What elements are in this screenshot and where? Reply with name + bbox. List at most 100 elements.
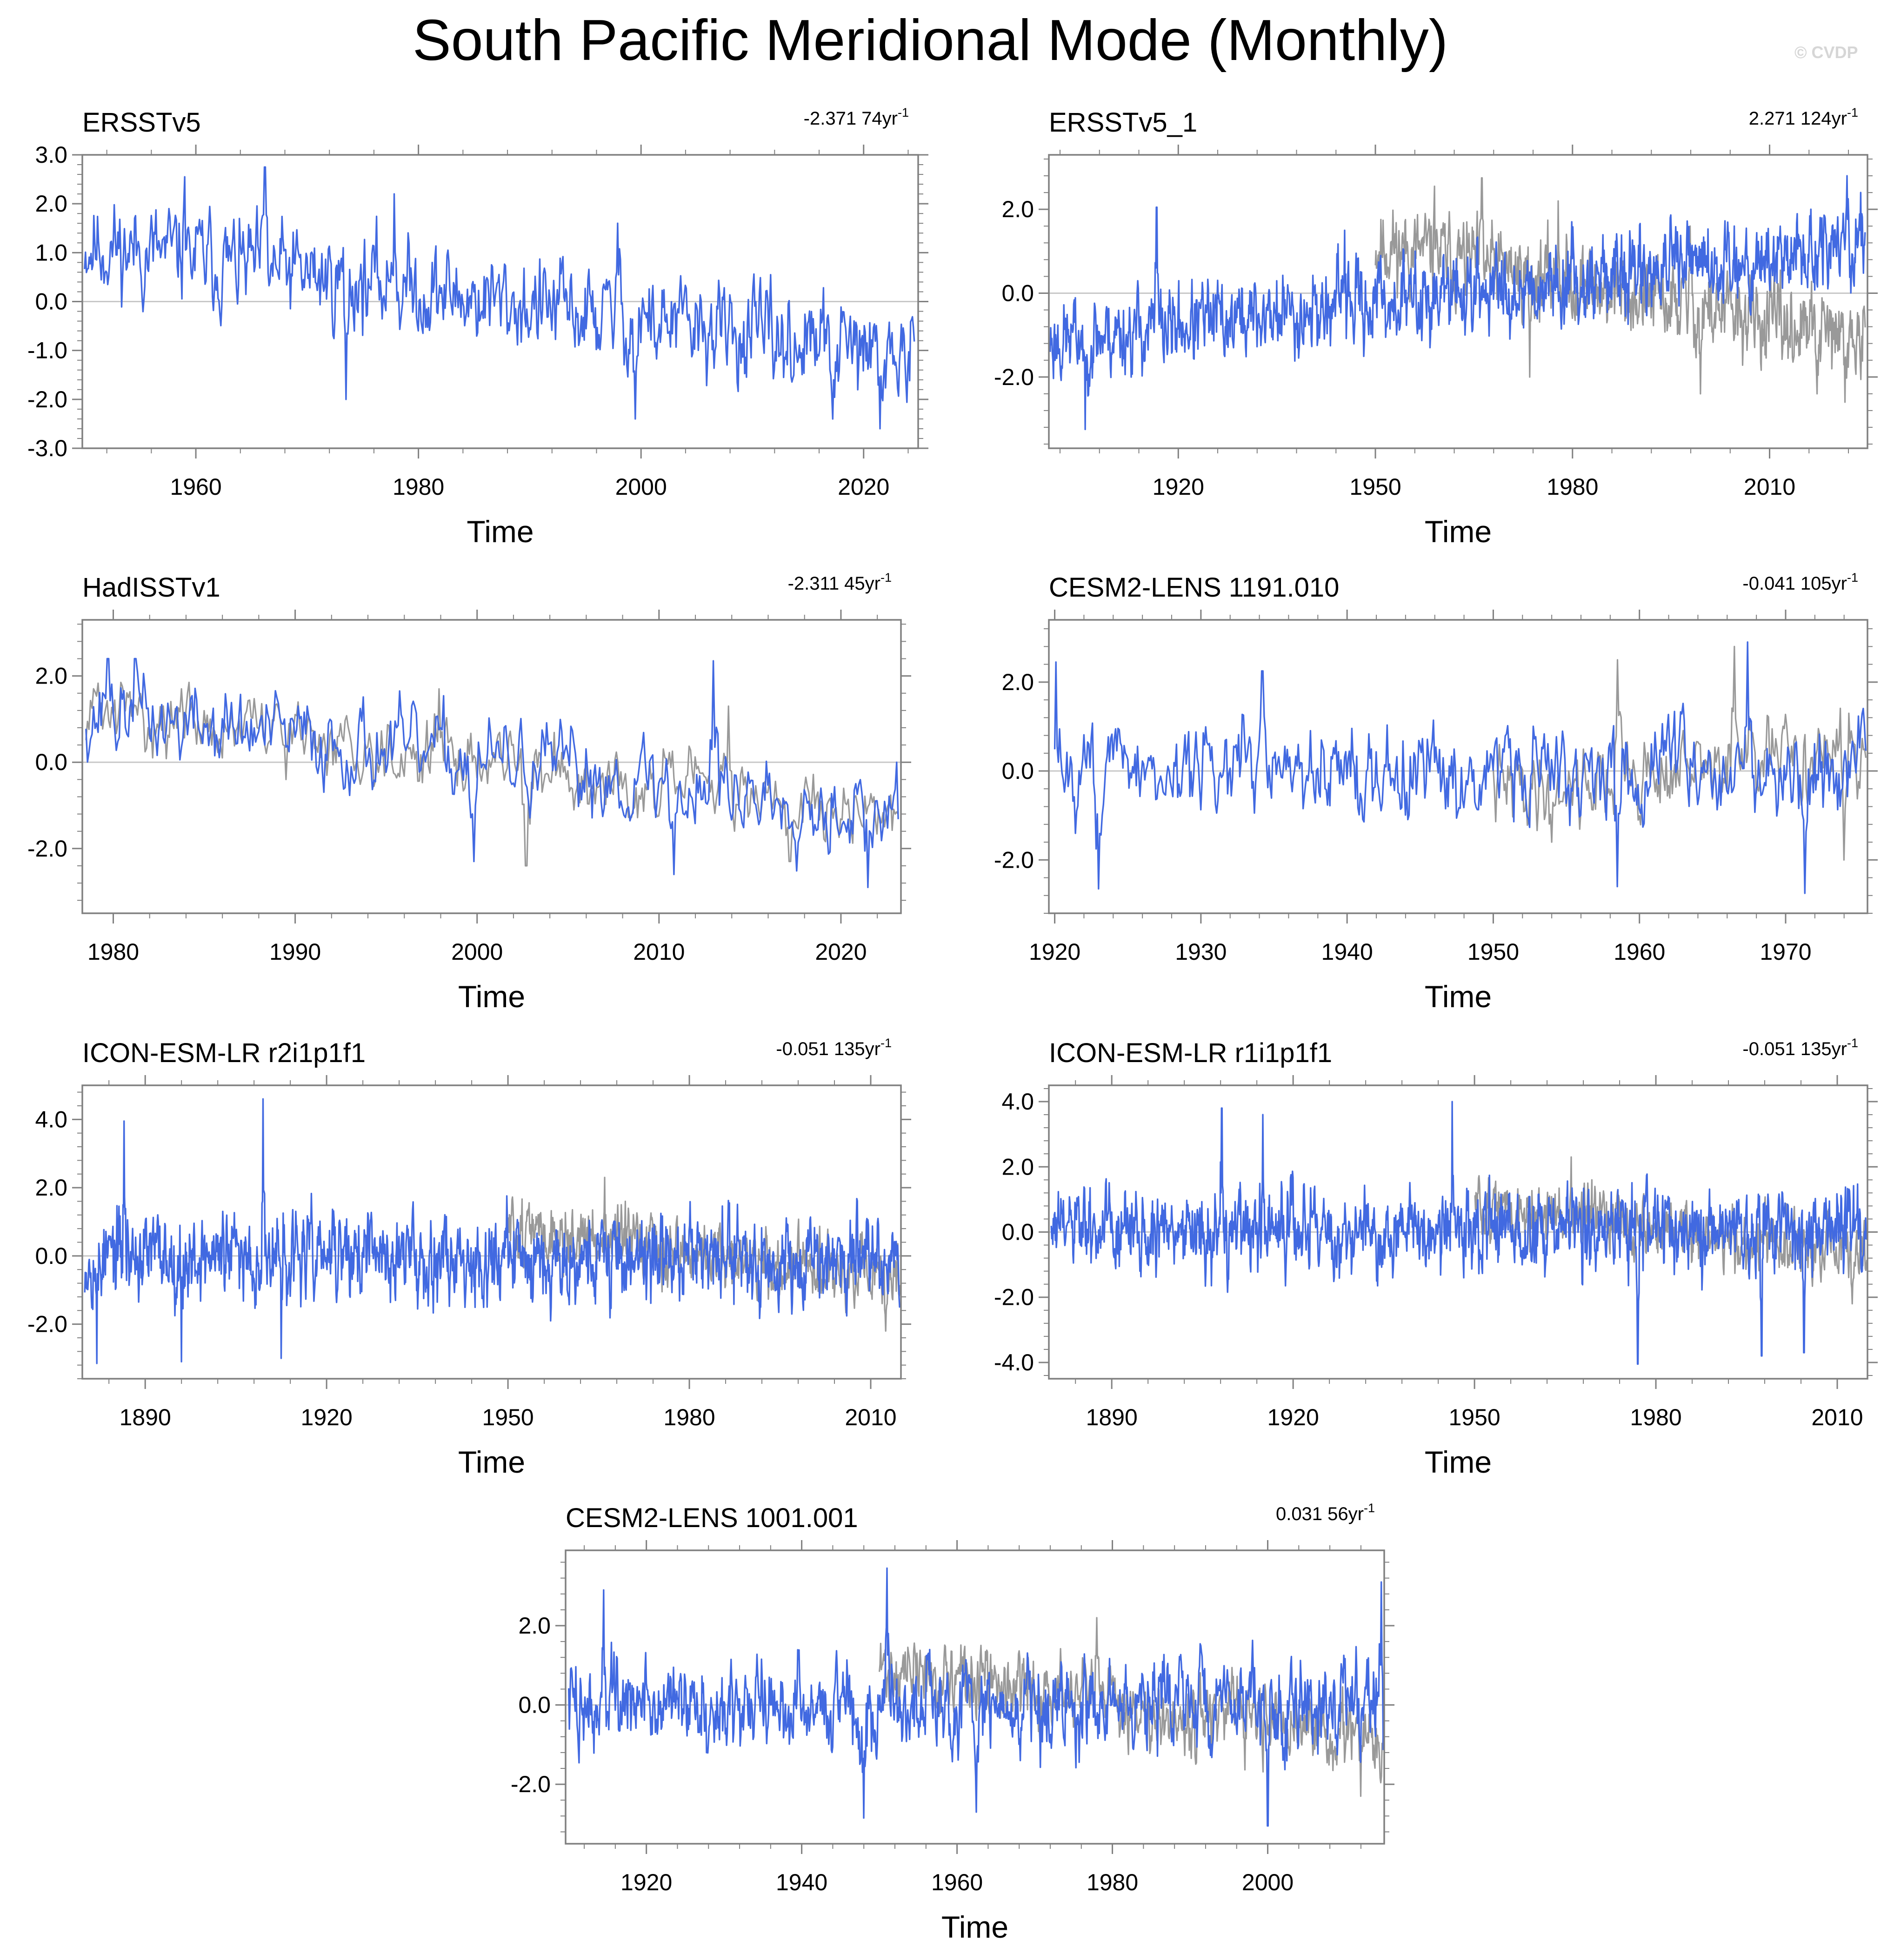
x-tick-label: 1930: [1175, 939, 1227, 965]
x-tick-label: 1960: [931, 1869, 983, 1895]
y-tick-label: -2.0: [27, 1311, 67, 1337]
x-tick-label: 1950: [1467, 939, 1519, 965]
y-tick-label: 2.0: [35, 1175, 67, 1201]
x-tick-label: 1920: [301, 1404, 353, 1430]
trend-exponent: -1: [880, 1036, 892, 1050]
model-series-line: [84, 1098, 901, 1364]
panel-1: -3.0 -2.0 -1.0 0.0 1.0 2.0 3.0 1960 1980 2000 2020…: [27, 106, 928, 549]
panel-title: CESM2-LENS 1191.010: [1049, 572, 1339, 603]
panel-3: -2.0 0.0 2.0 1980 1990 2000 2010 2020 HadISSTv1 -…: [27, 571, 911, 1014]
y-tick-label: 4.0: [35, 1106, 67, 1132]
y-tick-label: -2.0: [27, 386, 67, 412]
x-tick-label: 1890: [120, 1404, 171, 1430]
x-axis-label: Time: [1425, 979, 1492, 1014]
credit-watermark: © CVDP: [1794, 43, 1858, 62]
y-tick-label: -2.0: [511, 1771, 551, 1797]
y-tick-label: 0.0: [35, 289, 67, 315]
figure-title: South Pacific Meridional Mode (Monthly): [412, 8, 1448, 73]
observed-series-line: [1492, 645, 1867, 861]
x-tick-label: 2010: [1811, 1404, 1863, 1430]
panel-6: -4.0 -2.0 0.0 2.0 4.0 1890 1920 1950 1980 2010 ICO…: [994, 1036, 1878, 1479]
trend-annotation: -2.311 45yr-1: [788, 571, 892, 594]
x-tick-label: 1940: [776, 1869, 827, 1895]
x-tick-label: 1990: [269, 939, 321, 965]
panel-title: CESM2-LENS 1001.001: [566, 1503, 858, 1533]
trend-annotation: -2.371 74yr-1: [804, 106, 909, 129]
panel-2: -2.0 0.0 2.0 1920 1950 1980 2010 ERSSTv5_1 2.271…: [994, 106, 1878, 549]
trend-annotation: -0.051 135yr-1: [776, 1036, 892, 1059]
x-tick-label: 1980: [87, 939, 139, 965]
y-tick-label: -2.0: [994, 364, 1034, 390]
x-axis-label: Time: [467, 514, 534, 549]
trend-exponent: -1: [1847, 1036, 1858, 1050]
model-series-line: [1049, 175, 1866, 431]
y-tick-label: 0.0: [518, 1692, 551, 1718]
trend-annotation: -0.041 105yr-1: [1742, 571, 1858, 594]
x-tick-label: 1940: [1321, 939, 1373, 965]
model-series-line: [568, 1567, 1384, 1827]
y-tick-label: -2.0: [27, 836, 67, 862]
x-tick-label: 1970: [1760, 939, 1811, 965]
x-tick-label: 1980: [1547, 474, 1598, 500]
y-tick-label: 2.0: [1001, 669, 1034, 695]
y-tick-label: 2.0: [35, 191, 67, 217]
x-tick-label: 1960: [170, 474, 221, 500]
x-tick-label: 2020: [815, 939, 867, 965]
y-tick-label: 0.0: [35, 749, 67, 775]
x-tick-label: 2000: [615, 474, 667, 500]
y-tick-label: -2.0: [994, 847, 1034, 873]
observed-series-line: [85, 681, 899, 867]
plot-frame: [565, 1549, 1385, 1845]
y-tick-label: -2.0: [994, 1284, 1034, 1310]
plot-frame: [81, 1084, 902, 1380]
x-tick-label: 1920: [1029, 939, 1080, 965]
x-tick-label: 2000: [1242, 1869, 1294, 1895]
plot-frame: [1048, 619, 1868, 914]
model-series-line: [84, 166, 915, 430]
panel-5: -2.0 0.0 2.0 4.0 1890 1920 1950 1980 2010 ICON-ES…: [27, 1036, 911, 1479]
x-tick-label: 1920: [1267, 1404, 1319, 1430]
x-tick-label: 2000: [451, 939, 503, 965]
panel-title: ERSSTv5_1: [1049, 107, 1197, 138]
y-tick-label: 0.0: [1001, 1219, 1034, 1245]
x-tick-label: 1950: [482, 1404, 534, 1430]
panel-title: ERSSTv5: [82, 107, 201, 138]
panel-7: -2.0 0.0 2.0 1920 1940 1960 1980 2000 CESM2-LENS…: [511, 1501, 1394, 1944]
y-tick-label: 1.0: [35, 239, 67, 266]
x-tick-label: 2010: [633, 939, 685, 965]
y-tick-label: 4.0: [1001, 1089, 1034, 1115]
model-series-line: [85, 658, 899, 889]
trend-exponent: -1: [898, 106, 909, 120]
x-tick-label: 2010: [1744, 474, 1795, 500]
x-tick-label: 1920: [1153, 474, 1204, 500]
y-tick-label: 2.0: [1001, 196, 1034, 222]
y-tick-label: 2.0: [1001, 1154, 1034, 1180]
plot-frame: [81, 619, 902, 914]
x-tick-label: 1980: [1087, 1869, 1138, 1895]
y-tick-label: 0.0: [1001, 280, 1034, 306]
trend-exponent: -1: [880, 571, 892, 585]
panel-title: ICON-ESM-LR r2i1p1f1: [82, 1038, 366, 1068]
panel-title: HadISSTv1: [82, 572, 220, 603]
x-tick-label: 1920: [620, 1869, 672, 1895]
x-axis-label: Time: [941, 1910, 1008, 1944]
trend-exponent: -1: [1364, 1501, 1375, 1515]
x-tick-label: 1960: [1614, 939, 1665, 965]
x-tick-label: 1980: [393, 474, 444, 500]
x-axis-label: Time: [458, 1445, 525, 1479]
y-tick-label: 0.0: [35, 1243, 67, 1269]
model-series-line: [1054, 641, 1867, 894]
trend-exponent: -1: [1847, 106, 1858, 120]
trend-exponent: -1: [1847, 571, 1858, 585]
x-tick-label: 1950: [1349, 474, 1401, 500]
y-tick-label: 2.0: [35, 663, 67, 689]
trend-annotation: -0.051 135yr-1: [1742, 1036, 1858, 1059]
trend-annotation: 2.271 124yr-1: [1749, 106, 1858, 129]
y-tick-label: 3.0: [35, 142, 67, 168]
y-tick-label: -3.0: [27, 435, 67, 461]
trend-annotation: 0.031 56yr-1: [1276, 1501, 1375, 1524]
y-tick-label: 0.0: [1001, 758, 1034, 784]
x-tick-label: 1980: [1630, 1404, 1681, 1430]
